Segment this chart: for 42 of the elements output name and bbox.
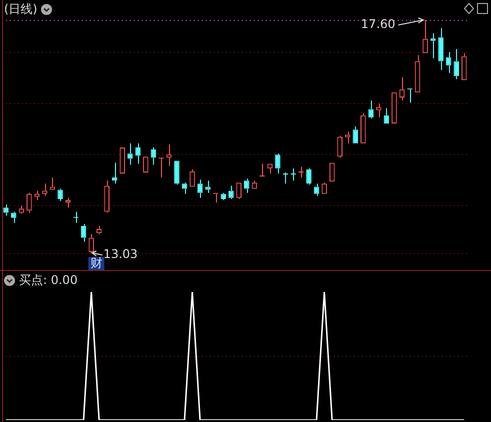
candlestick bbox=[50, 177, 56, 190]
candlestick bbox=[88, 234, 94, 254]
text: 财 bbox=[90, 256, 102, 270]
candlestick bbox=[454, 48, 459, 80]
candlestick bbox=[104, 180, 110, 214]
candlestick bbox=[205, 180, 210, 194]
candlestick bbox=[190, 168, 195, 187]
candlestick bbox=[446, 52, 452, 74]
candlestick bbox=[368, 100, 374, 119]
candlestick bbox=[282, 172, 288, 184]
candlestick bbox=[128, 142, 133, 166]
candlestick bbox=[244, 178, 250, 194]
candlestick bbox=[174, 160, 180, 186]
candlestick bbox=[322, 182, 327, 194]
candlestick bbox=[182, 182, 188, 194]
candlestick bbox=[26, 192, 32, 214]
candlestick bbox=[228, 185, 234, 200]
candlestick bbox=[42, 183, 48, 196]
candlestick bbox=[58, 188, 63, 202]
chart-title: 买点: 0.00 bbox=[19, 272, 78, 289]
candlestick bbox=[352, 126, 358, 144]
candlestick bbox=[298, 166, 304, 178]
annotation: 13.03 bbox=[103, 247, 138, 262]
candlestick bbox=[220, 192, 226, 200]
candlestick bbox=[306, 168, 312, 186]
annotation: 17.60 bbox=[360, 17, 396, 32]
candlestick bbox=[314, 183, 320, 196]
candlestick bbox=[360, 112, 366, 144]
candlestick bbox=[376, 103, 382, 118]
candlestick bbox=[344, 131, 350, 144]
candlestick bbox=[236, 182, 242, 200]
candlestick bbox=[197, 179, 203, 198]
candlestick bbox=[11, 211, 16, 224]
candlestick bbox=[461, 52, 467, 80]
candlestick bbox=[275, 153, 280, 174]
candlestick bbox=[112, 162, 118, 184]
candlestick bbox=[438, 28, 444, 70]
chart-title: (日线) bbox=[4, 1, 38, 18]
candlestick bbox=[337, 135, 342, 158]
candlestick bbox=[3, 204, 9, 216]
candlestick bbox=[414, 54, 420, 92]
candlestick bbox=[422, 20, 428, 54]
